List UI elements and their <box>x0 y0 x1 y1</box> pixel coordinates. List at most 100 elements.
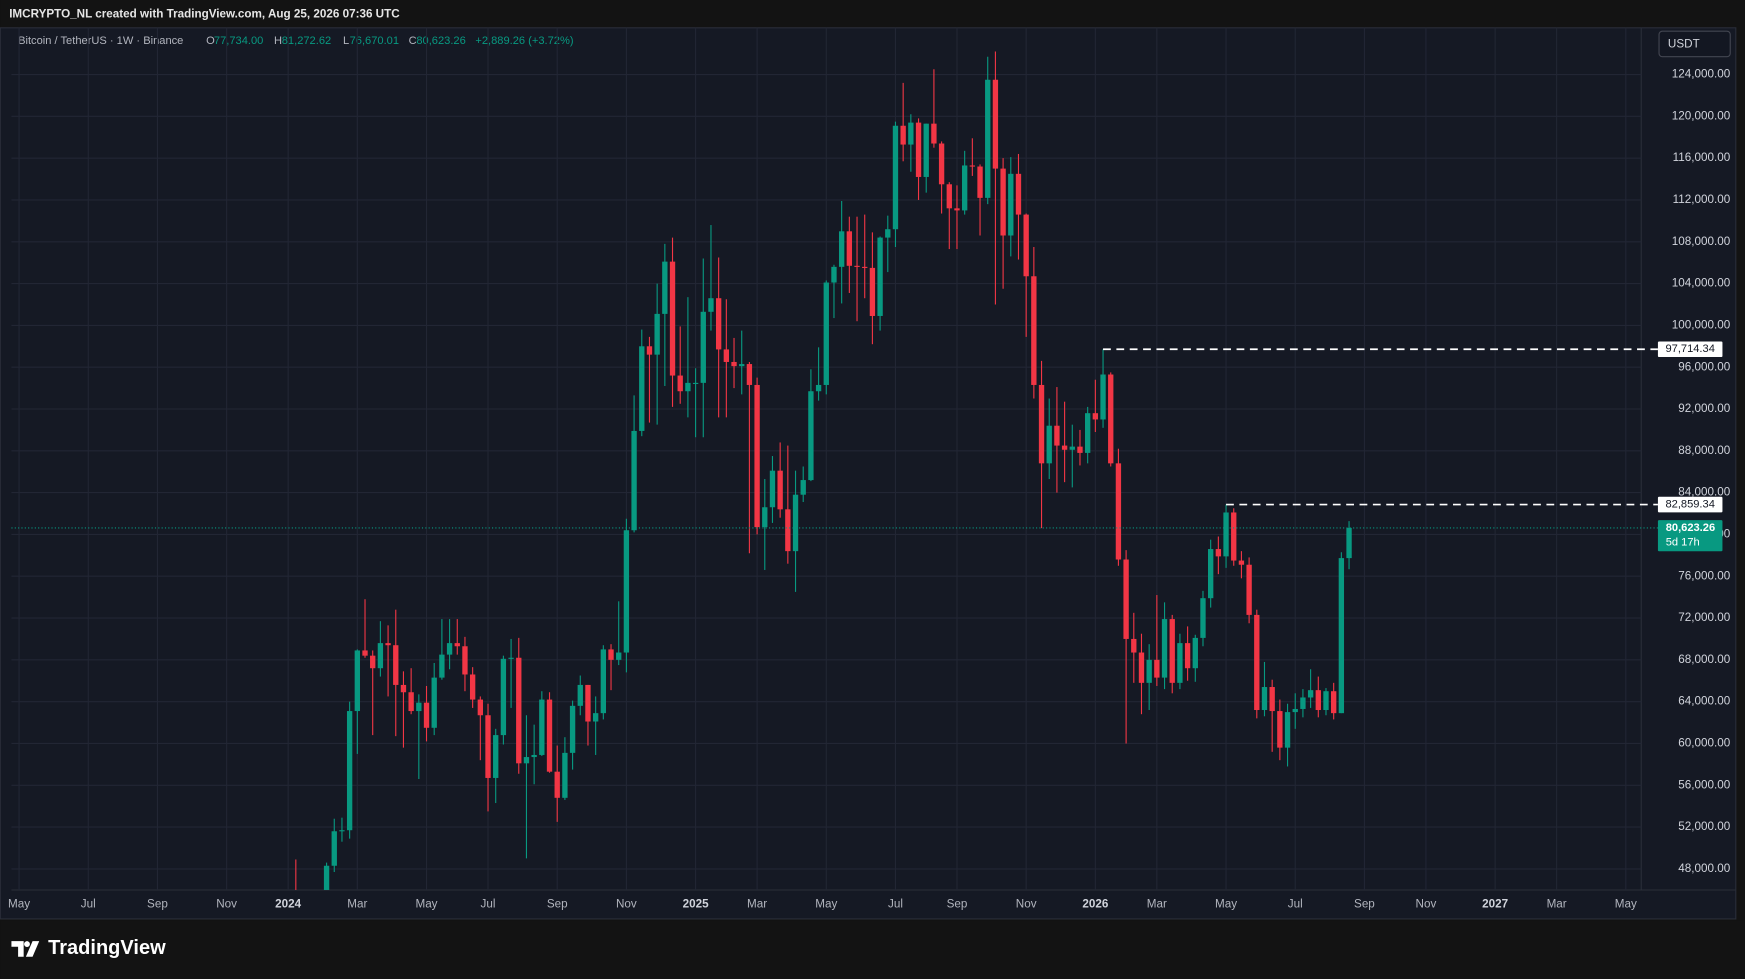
candle-body <box>1254 614 1260 711</box>
legend-value: 77,734.00 <box>214 35 263 47</box>
candle-body <box>623 530 630 653</box>
candle-body <box>954 208 960 211</box>
candle-body <box>1223 512 1229 557</box>
brand: TradingView <box>48 937 166 959</box>
candle-body <box>977 166 983 198</box>
candle-body <box>985 79 991 198</box>
symbol: Bitcoin / TetherUS · 1W · Binance <box>18 35 183 47</box>
y-tick-label: 56,000.00 <box>1678 778 1730 791</box>
candle-body <box>500 658 507 736</box>
candle-body <box>792 494 799 552</box>
candle-body <box>1054 425 1060 446</box>
candle-body <box>1231 512 1237 561</box>
currency[interactable]: USDT <box>1668 38 1700 51</box>
candle-body <box>731 361 737 367</box>
candle-body <box>800 480 806 495</box>
candle-body <box>539 699 545 755</box>
candle-body <box>592 713 599 722</box>
countdown: 5d 17h <box>1666 536 1700 548</box>
candle-body <box>1077 446 1083 453</box>
candle-body <box>531 754 537 758</box>
legend-value: 81,272.62 <box>282 35 331 47</box>
candle-body <box>715 298 722 350</box>
candle-body <box>562 752 568 798</box>
candle-body <box>1269 687 1275 712</box>
x-tick-label: Nov <box>616 898 637 911</box>
candle-body <box>1146 659 1152 683</box>
candle-body <box>915 122 922 177</box>
candle-body <box>600 649 607 714</box>
candle-body <box>1061 445 1068 450</box>
candle-body <box>508 657 514 659</box>
candle-body <box>908 122 914 145</box>
candle-body <box>423 702 430 728</box>
candle-body <box>1338 558 1345 714</box>
candle-body <box>708 298 714 312</box>
x-tick-label: 2025 <box>683 898 709 911</box>
candle-body <box>1300 697 1306 709</box>
candle-body <box>1123 559 1129 639</box>
candle-body <box>885 229 891 238</box>
candle-body <box>1046 425 1052 464</box>
candle-body <box>370 655 376 669</box>
candle-body <box>1208 549 1214 599</box>
candle-body <box>493 735 499 778</box>
y-tick-label: 76,000.00 <box>1678 569 1730 582</box>
candle-body <box>1292 708 1298 713</box>
candle-body <box>639 346 645 431</box>
brand-logo <box>11 941 40 957</box>
y-tick-label: 64,000.00 <box>1678 695 1730 708</box>
candle-body <box>1238 560 1245 565</box>
candle-body <box>393 645 399 685</box>
candle-body <box>900 125 906 145</box>
candle-body <box>1184 643 1191 669</box>
candle-body <box>1331 691 1337 714</box>
candle-body <box>892 125 899 230</box>
y-tick-label: 48,000.00 <box>1678 862 1730 875</box>
candle-body <box>677 375 683 392</box>
candle-body <box>1154 659 1160 678</box>
candle-body <box>585 684 591 722</box>
candle-body <box>469 674 476 700</box>
candle-body <box>692 382 699 384</box>
price-line-label: 97,714.34 <box>1665 343 1714 355</box>
price-line-badge <box>1657 341 1723 358</box>
y-tick-label: 112,000.00 <box>1673 193 1731 206</box>
price-line-badge <box>1657 496 1723 513</box>
y-tick-label: 68,000.00 <box>1678 653 1730 666</box>
x-tick-label: Nov <box>1416 898 1437 911</box>
candle-body <box>331 831 337 866</box>
y-tick-label: 72,000.00 <box>1678 611 1730 624</box>
x-tick-label: May <box>8 898 30 911</box>
candle-body <box>777 470 783 510</box>
legend: Bitcoin / TetherUS · 1W · Binance O 77,7… <box>18 35 574 47</box>
x-tick-label: Nov <box>216 898 237 911</box>
candle-body <box>377 643 384 669</box>
legend-value: 76,670.01 <box>350 35 399 47</box>
candle-body <box>923 123 929 177</box>
candle-body <box>554 771 560 798</box>
candle-body <box>700 311 706 383</box>
candle-body <box>546 699 553 772</box>
candle-body <box>723 349 730 362</box>
x-tick-label: Sep <box>147 898 168 911</box>
y-tick-label: 116,000.00 <box>1673 151 1731 164</box>
x-tick-label: Jul <box>1288 898 1303 911</box>
candle-body <box>877 237 883 316</box>
candle-body <box>1015 173 1022 215</box>
candle-body <box>1307 690 1314 698</box>
currency-button[interactable] <box>1658 30 1731 58</box>
candle-body <box>854 265 860 267</box>
candle-body <box>831 266 837 283</box>
candle-body <box>785 509 791 552</box>
candle-body <box>1261 687 1268 711</box>
candle-body <box>569 705 576 753</box>
candle-body <box>815 384 822 392</box>
x-tick-label: Jul <box>81 898 96 911</box>
x-tick-label: 2027 <box>1482 898 1508 911</box>
x-tick-label: May <box>815 898 837 911</box>
candle-body <box>662 261 668 314</box>
candle-body <box>1023 214 1029 277</box>
